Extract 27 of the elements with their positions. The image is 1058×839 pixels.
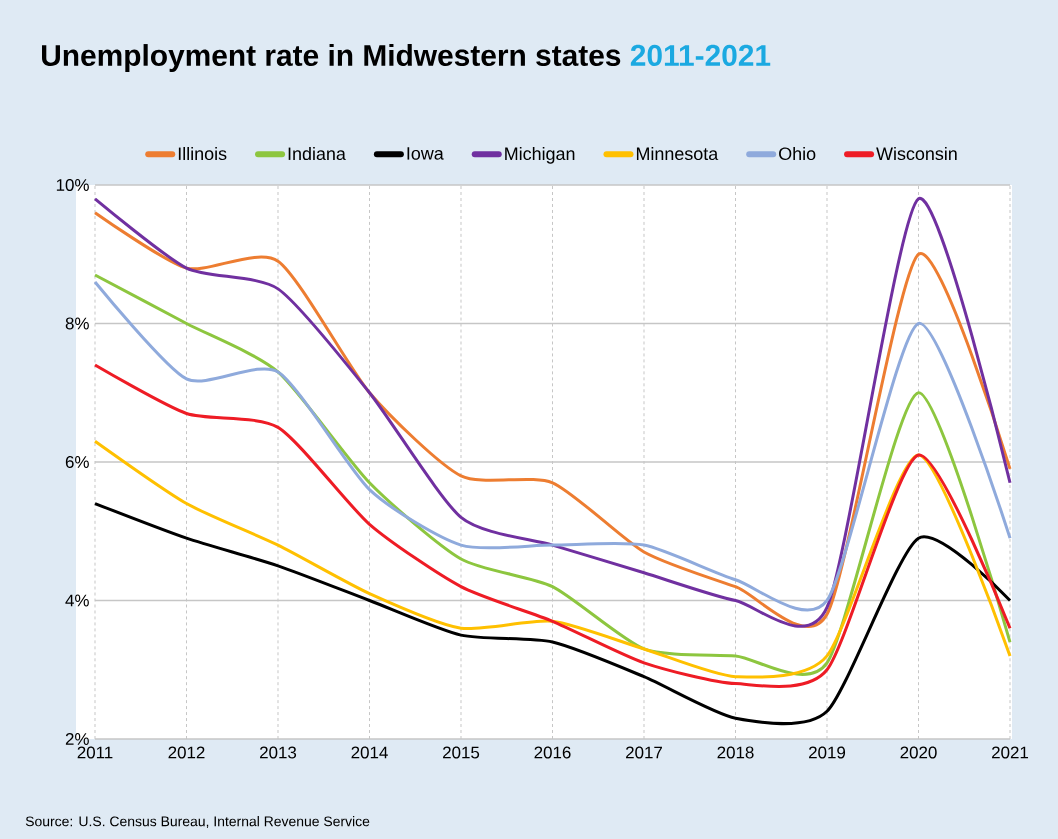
source-note: Source: U.S. Census Bureau, Internal Revenue Service <box>25 816 370 828</box>
y-tick-label: 6% <box>65 455 89 468</box>
legend-label: Ohio <box>779 146 816 161</box>
chart-title: Unemployment rate in Midwestern states <box>42 44 621 72</box>
x-tick-label: 2020 <box>900 746 937 759</box>
x-tick-label: 2013 <box>260 746 297 759</box>
y-tick-label: 2% <box>65 733 89 745</box>
x-tick-label: 2015 <box>443 746 480 759</box>
legend-label: Iowa <box>407 147 444 160</box>
x-tick-label: 2017 <box>626 746 662 759</box>
x-tick-label: 2021 <box>992 746 1029 759</box>
line-series <box>93 439 1012 679</box>
legend-label: Indiana <box>288 146 346 161</box>
legend-label: Minnesota <box>636 146 719 161</box>
y-tick-label: 8% <box>65 317 89 330</box>
x-tick-label: 2014 <box>351 746 388 759</box>
y-tick-label: 4% <box>65 594 89 607</box>
x-tick-label: 2016 <box>534 746 571 759</box>
x-tick-label: 2019 <box>809 746 846 759</box>
y-tick-label: 10% <box>56 178 89 191</box>
legend-label: Michigan <box>505 146 575 164</box>
x-tick-label: 2011 <box>77 746 113 759</box>
legend-label: Wisconsin <box>876 146 957 161</box>
chart-subtitle: 2011-2021 <box>630 44 771 67</box>
x-tick-label: 2012 <box>168 746 205 759</box>
x-tick-label: 2018 <box>717 746 754 759</box>
legend-label: Illinois <box>178 146 227 161</box>
